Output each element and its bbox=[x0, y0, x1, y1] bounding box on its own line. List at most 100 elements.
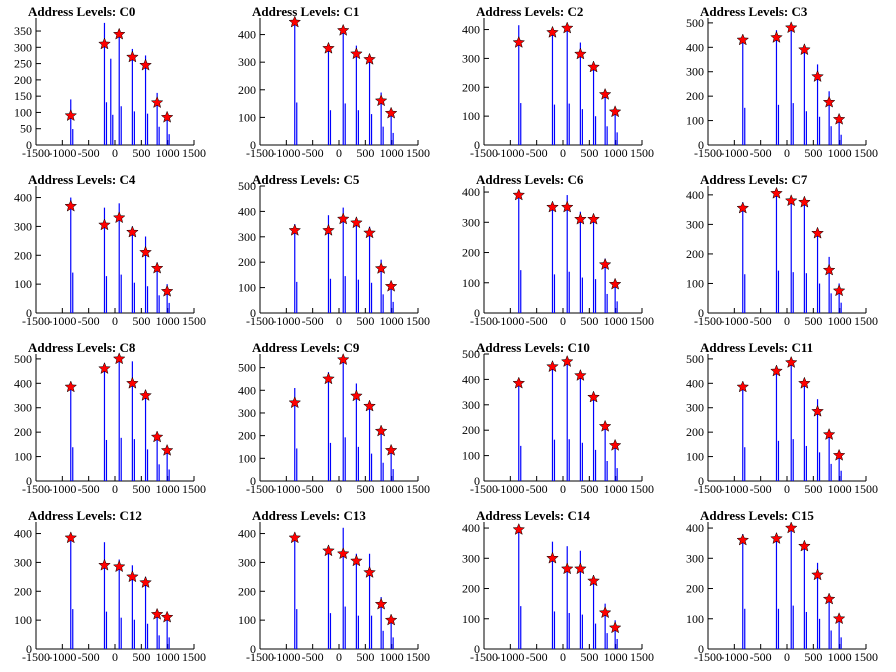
x-tick-label: -500 bbox=[78, 482, 100, 496]
level-star-marker bbox=[288, 15, 302, 28]
level-star-marker bbox=[574, 562, 587, 575]
level-star-marker bbox=[350, 216, 363, 229]
x-tick-label: 500 bbox=[356, 650, 374, 664]
x-tick-label: 0 bbox=[112, 482, 118, 496]
x-tick-label: -500 bbox=[526, 650, 548, 664]
x-tick-label: -1000 bbox=[272, 650, 300, 664]
level-star-marker bbox=[160, 443, 174, 456]
x-tick-label: 1500 bbox=[406, 650, 430, 664]
x-tick-label: 1500 bbox=[854, 314, 878, 328]
y-tick-label: 500 bbox=[462, 347, 480, 361]
panel-title: Address Levels: C5 bbox=[252, 172, 360, 187]
y-tick-label: 300 bbox=[238, 555, 256, 569]
panel-title: Address Levels: C15 bbox=[700, 508, 814, 523]
level-star-marker bbox=[832, 284, 846, 297]
y-tick-label: 0 bbox=[250, 306, 256, 320]
y-tick-label: 100 bbox=[462, 109, 480, 123]
panel-c1: Address Levels: C1 0 100 200 300 400 -1500-100… bbox=[238, 4, 430, 160]
y-tick-label: 400 bbox=[686, 40, 704, 54]
level-star-marker bbox=[64, 531, 78, 544]
panel-title: Address Levels: C10 bbox=[476, 340, 590, 355]
x-tick-label: 0 bbox=[336, 482, 342, 496]
level-star-marker bbox=[736, 201, 750, 214]
x-tick-label: -500 bbox=[302, 650, 324, 664]
x-tick-label: -500 bbox=[526, 146, 548, 160]
y-tick-label: 300 bbox=[686, 551, 704, 565]
x-tick-label: -1000 bbox=[496, 482, 524, 496]
y-tick-label: 0 bbox=[698, 642, 704, 656]
panel-c3: Address Levels: C30100200300400500-1500-… bbox=[686, 4, 878, 160]
y-tick-label: 300 bbox=[14, 401, 32, 415]
panel-title: Address Levels: C8 bbox=[28, 340, 136, 355]
level-star-marker bbox=[822, 263, 836, 276]
y-tick-label: 100 bbox=[462, 276, 480, 290]
x-tick-label: -1000 bbox=[496, 650, 524, 664]
level-star-marker bbox=[374, 94, 388, 107]
x-tick-label: -1000 bbox=[720, 314, 748, 328]
y-tick-label: 100 bbox=[238, 613, 256, 627]
level-star-marker bbox=[288, 223, 302, 236]
y-tick-label: 400 bbox=[686, 521, 704, 535]
level-star-marker bbox=[336, 23, 350, 36]
x-tick-label: -1000 bbox=[272, 482, 300, 496]
panel-c6: Address Levels: C6 0 100 200 300 400 -1500-100… bbox=[462, 172, 654, 328]
x-tick-label: -1500 bbox=[694, 650, 722, 664]
level-star-marker bbox=[546, 360, 559, 373]
level-star-marker bbox=[598, 87, 612, 100]
y-tick-label: 200 bbox=[686, 425, 704, 439]
y-tick-label: 200 bbox=[686, 89, 704, 103]
x-tick-label: -500 bbox=[78, 146, 100, 160]
level-star-marker bbox=[784, 355, 798, 368]
y-tick-label: 0 bbox=[26, 642, 32, 656]
x-tick-label: 1000 bbox=[604, 650, 628, 664]
y-tick-label: 400 bbox=[462, 23, 480, 37]
y-tick-label: 400 bbox=[462, 372, 480, 386]
y-tick-label: 0 bbox=[26, 306, 32, 320]
y-tick-label: 200 bbox=[462, 423, 480, 437]
y-tick-label: 300 bbox=[462, 51, 480, 65]
level-star-marker bbox=[139, 245, 152, 258]
x-tick-label: 1000 bbox=[604, 146, 628, 160]
level-star-marker bbox=[112, 352, 126, 365]
x-tick-label: -1500 bbox=[246, 482, 274, 496]
x-tick-label: 1000 bbox=[604, 482, 628, 496]
y-tick-label: 300 bbox=[238, 230, 256, 244]
x-tick-label: -1500 bbox=[470, 314, 498, 328]
y-tick-label: 500 bbox=[14, 352, 32, 366]
panel-c7: Address Levels: C7 0 100 200 300 400 -1500-100… bbox=[686, 172, 878, 328]
x-tick-label: -500 bbox=[750, 146, 772, 160]
y-tick-label: 0 bbox=[474, 474, 480, 488]
x-tick-label: -1000 bbox=[272, 146, 300, 160]
panel-title: Address Levels: C14 bbox=[476, 508, 590, 523]
x-tick-label: 500 bbox=[356, 146, 374, 160]
y-tick-label: 300 bbox=[686, 217, 704, 231]
level-star-marker bbox=[322, 544, 335, 557]
y-tick-label: 200 bbox=[686, 582, 704, 596]
y-tick-label: 400 bbox=[462, 185, 480, 199]
x-tick-label: 0 bbox=[560, 650, 566, 664]
level-star-marker bbox=[336, 353, 350, 366]
level-star-marker bbox=[150, 430, 164, 443]
x-tick-label: -1500 bbox=[470, 482, 498, 496]
level-star-marker bbox=[608, 277, 622, 290]
x-tick-label: 1000 bbox=[380, 146, 404, 160]
level-star-marker bbox=[832, 612, 846, 625]
y-tick-label: 200 bbox=[462, 80, 480, 94]
x-tick-label: 1500 bbox=[854, 482, 878, 496]
level-star-marker bbox=[160, 610, 174, 623]
level-star-marker bbox=[384, 106, 398, 119]
level-star-marker bbox=[350, 47, 363, 60]
level-star-marker bbox=[546, 200, 559, 213]
x-tick-label: 0 bbox=[336, 650, 342, 664]
x-tick-label: 1500 bbox=[406, 314, 430, 328]
x-tick-label: 1500 bbox=[406, 146, 430, 160]
level-star-marker bbox=[587, 574, 600, 587]
x-tick-label: -1000 bbox=[720, 650, 748, 664]
level-star-marker bbox=[587, 60, 600, 73]
x-tick-label: 1500 bbox=[630, 482, 654, 496]
y-tick-label: 100 bbox=[238, 281, 256, 295]
x-tick-label: -1500 bbox=[694, 314, 722, 328]
y-tick-label: 200 bbox=[238, 584, 256, 598]
x-tick-label: -1500 bbox=[470, 146, 498, 160]
